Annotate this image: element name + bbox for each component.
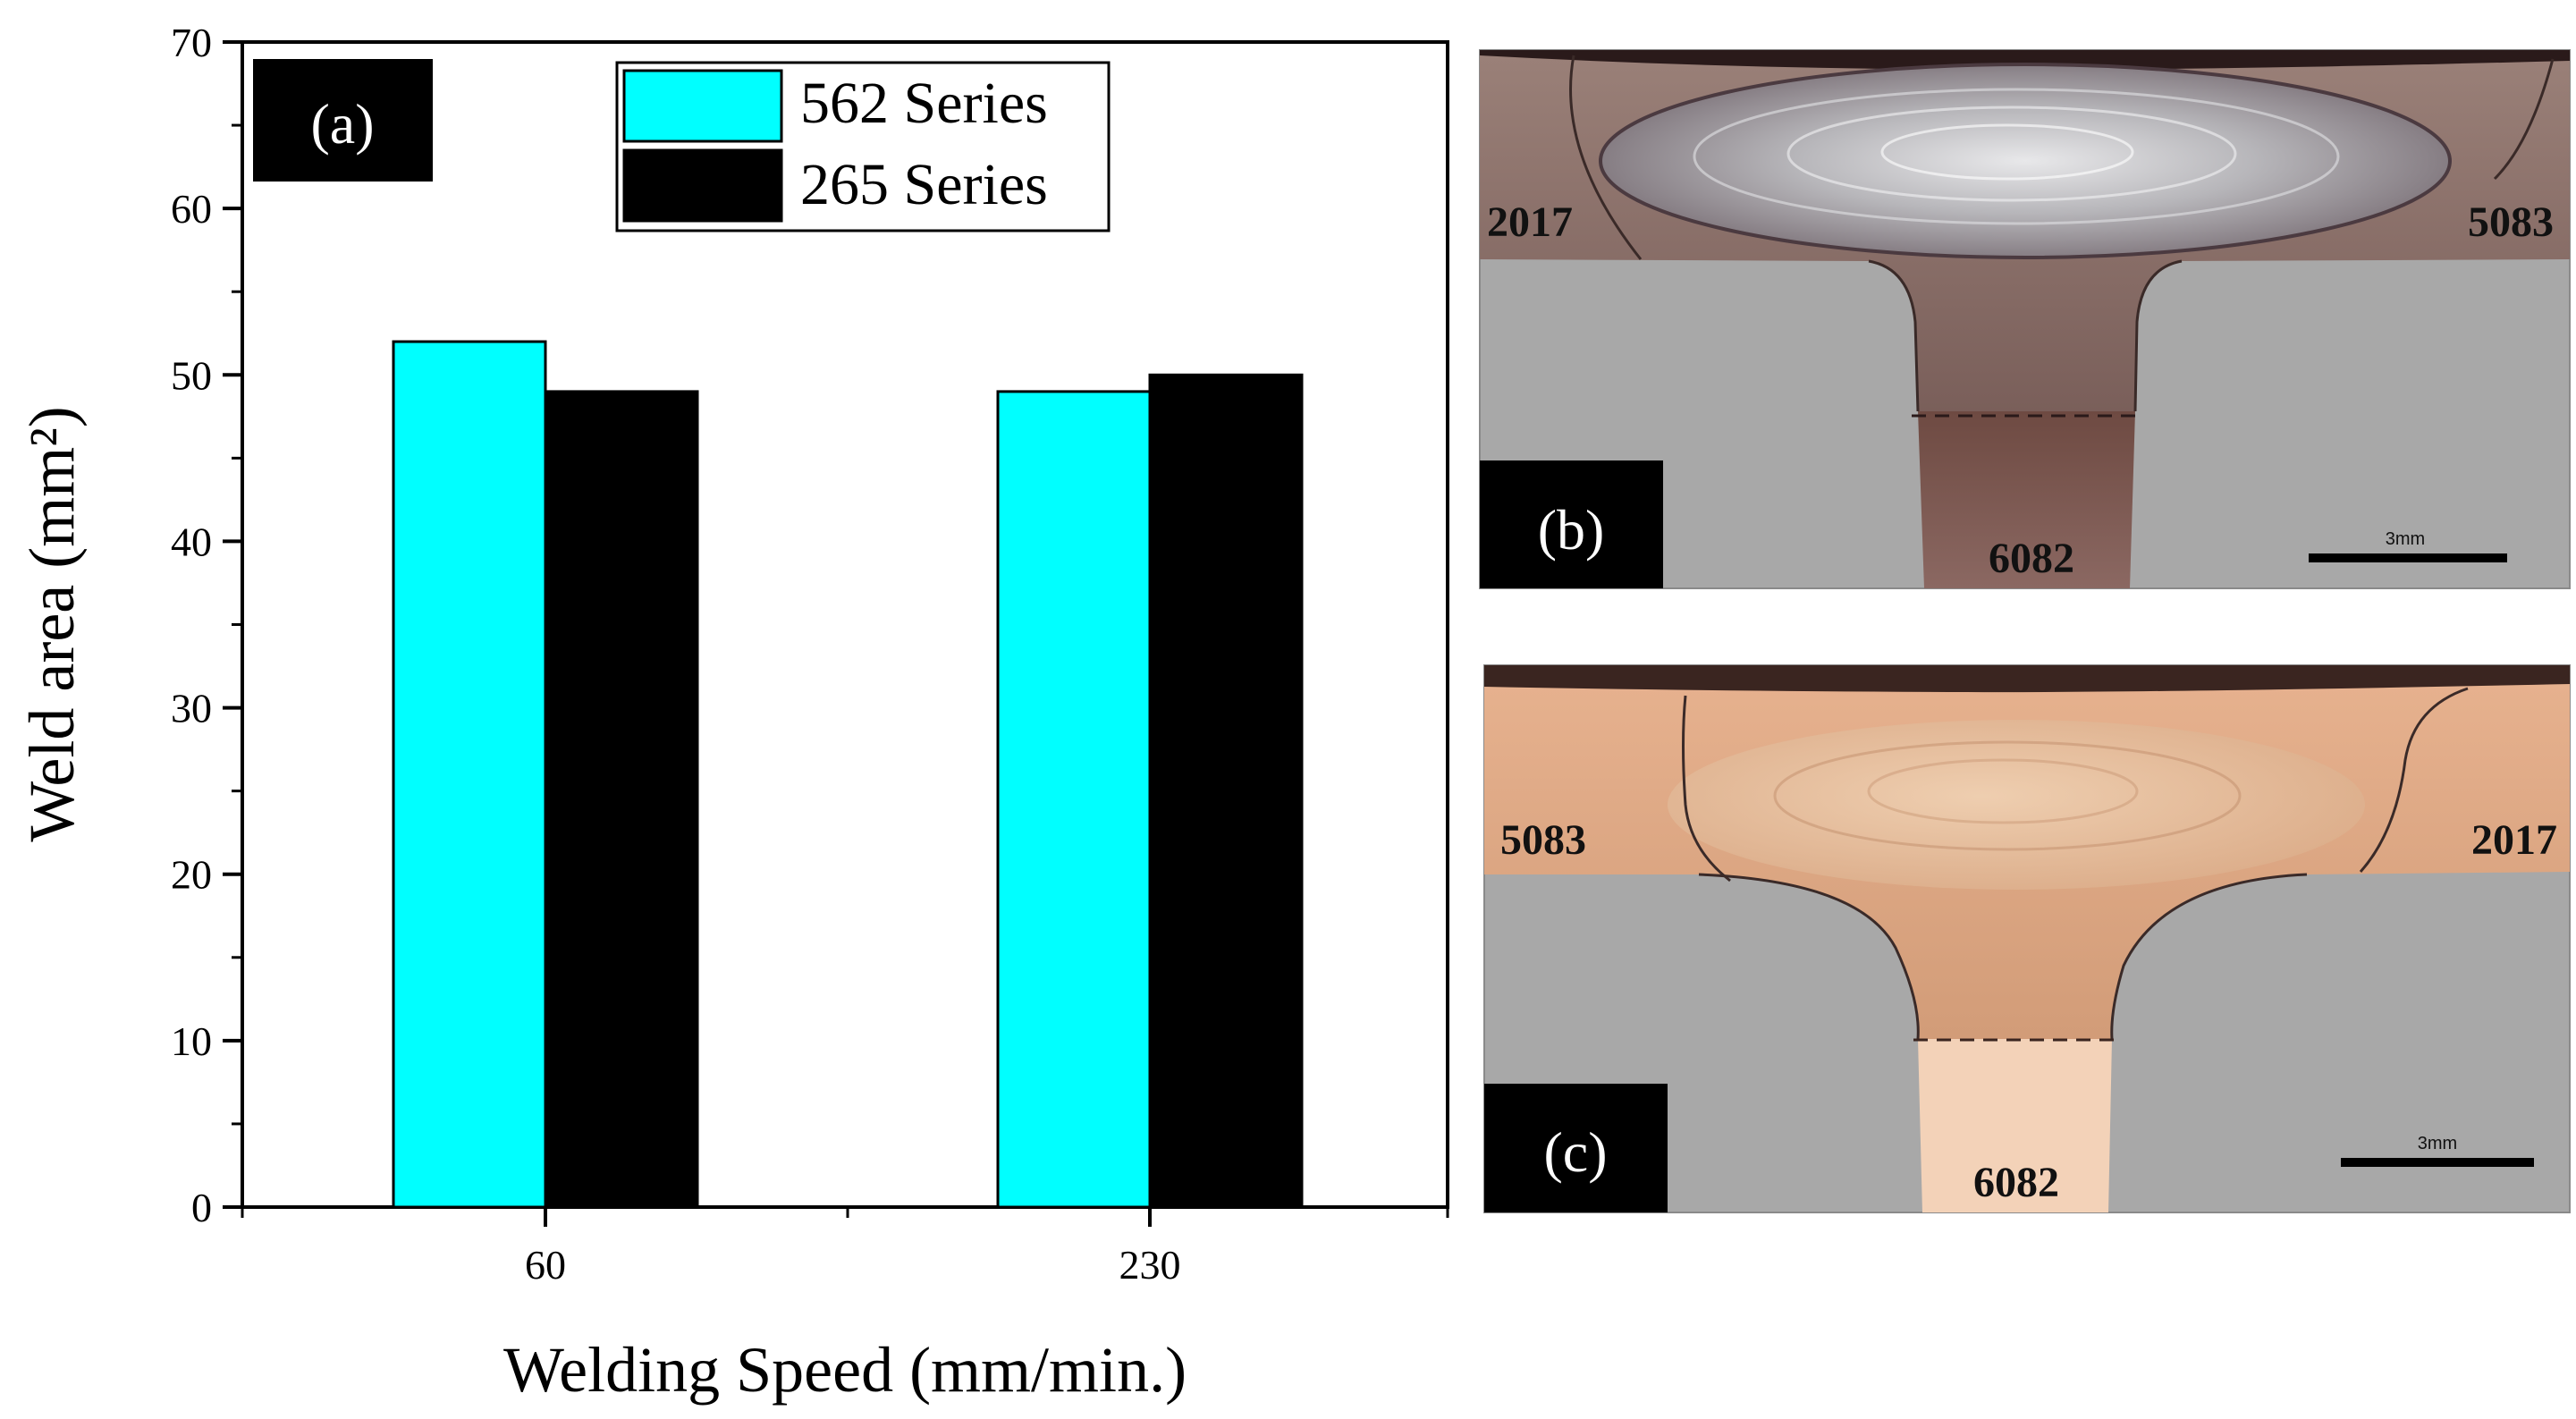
micrograph-c-scale-bar bbox=[2341, 1158, 2534, 1167]
x-tick-label: 230 bbox=[1119, 1242, 1181, 1288]
y-tick-label: 50 bbox=[171, 352, 212, 398]
micrograph-c-scale-label: 3mm bbox=[2418, 1134, 2457, 1153]
panel-label-c-box bbox=[1484, 1084, 1668, 1212]
micrograph-b-top-rim bbox=[1480, 50, 2570, 70]
legend-swatch-265 bbox=[622, 148, 783, 223]
micrograph-c-label-left: 5083 bbox=[1500, 816, 1586, 864]
micrograph-b-nugget bbox=[1599, 63, 2452, 259]
micrograph-c-nugget bbox=[1668, 720, 2365, 890]
micrograph-c: 5083 2017 6082 (c) 3mm bbox=[1483, 664, 2571, 1213]
micrograph-c-swirl bbox=[1867, 758, 2139, 824]
y-axis-title: Weld area (mm²) bbox=[16, 406, 88, 842]
x-axis: 60 230 bbox=[241, 1207, 1449, 1288]
micrograph-b-label-left: 2017 bbox=[1487, 198, 1573, 246]
micrograph-c-swirl bbox=[1773, 740, 2242, 851]
legend-swatch-562 bbox=[622, 69, 783, 143]
micrograph-b-scale-label: 3mm bbox=[2386, 529, 2425, 549]
legend-label-265: 265 Series bbox=[800, 152, 1048, 217]
micrograph-b-scale-bar bbox=[2309, 553, 2507, 562]
y-tick-label: 0 bbox=[191, 1185, 212, 1230]
panel-label-c: (c) bbox=[1543, 1120, 1607, 1184]
bar-562-60 bbox=[392, 340, 547, 1209]
y-tick-label: 70 bbox=[171, 20, 212, 65]
y-tick-label: 10 bbox=[171, 1018, 212, 1064]
micrograph-c-stem bbox=[1918, 1039, 2112, 1212]
bar-265-230 bbox=[1148, 373, 1304, 1209]
micrograph-b-label-right: 5083 bbox=[2468, 198, 2554, 246]
micrograph-b-outline bbox=[1868, 259, 2183, 412]
micrograph-c-interface bbox=[2359, 687, 2469, 873]
micrograph-b-label-bottom: 6082 bbox=[1989, 535, 2074, 582]
y-tick-label: 60 bbox=[171, 186, 212, 232]
bar-265-60 bbox=[544, 390, 699, 1209]
micrograph-b-stem bbox=[1918, 411, 2135, 588]
micrograph-c-interface bbox=[1682, 695, 1731, 883]
y-tick-label: 20 bbox=[171, 852, 212, 898]
x-axis-title: Welding Speed (mm/min.) bbox=[503, 1334, 1187, 1406]
bar-chart: 0 10 20 30 40 50 60 70 60 230 (a) 562 Series 265… bbox=[16, 20, 1449, 1406]
legend: 562 Series 265 Series bbox=[615, 61, 1111, 232]
panel-label-a: (a) bbox=[310, 92, 374, 156]
legend-label-562: 562 Series bbox=[800, 71, 1048, 136]
micrograph-c-label-right: 2017 bbox=[2471, 816, 2557, 864]
micrograph-c-top-rim bbox=[1484, 665, 2570, 693]
x-tick-label: 60 bbox=[525, 1242, 566, 1288]
micrograph-b-swirl bbox=[1786, 106, 2237, 202]
panel-label-b-box bbox=[1480, 460, 1663, 588]
micrograph-b-interface bbox=[2493, 58, 2555, 181]
y-tick-label: 40 bbox=[171, 519, 212, 564]
micrograph-b-interface bbox=[1569, 55, 1643, 260]
micrograph-b-swirl bbox=[1880, 123, 2134, 181]
bar-562-230 bbox=[996, 390, 1152, 1209]
y-axis: 0 10 20 30 40 50 60 70 bbox=[171, 20, 242, 1230]
y-tick-label: 30 bbox=[171, 686, 212, 731]
micrograph-c-outline bbox=[1698, 873, 2308, 1040]
panel-label-b: (b) bbox=[1538, 498, 1605, 562]
micrograph-b-swirl bbox=[1693, 88, 2340, 225]
panel-label-a-box bbox=[253, 59, 433, 182]
micrograph-b: 2017 5083 6082 (b) 3mm bbox=[1479, 49, 2571, 589]
micrograph-c-label-bottom: 6082 bbox=[1973, 1159, 2059, 1206]
bars bbox=[392, 340, 1304, 1209]
